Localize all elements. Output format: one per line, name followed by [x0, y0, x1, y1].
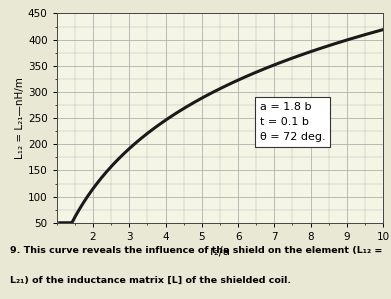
X-axis label: r₂/a: r₂/a: [210, 245, 230, 257]
Y-axis label: L₁₂ = L₂₁—nH/m: L₁₂ = L₂₁—nH/m: [15, 77, 25, 159]
Text: 9. This curve reveals the influence of the shield on the element (L₁₂ =: 9. This curve reveals the influence of t…: [10, 246, 382, 255]
Text: a = 1.8 b
t = 0.1 b
θ = 72 deg.: a = 1.8 b t = 0.1 b θ = 72 deg.: [260, 102, 325, 142]
Text: L₂₁) of the inductance matrix [L] of the shielded coil.: L₂₁) of the inductance matrix [L] of the…: [10, 276, 291, 285]
